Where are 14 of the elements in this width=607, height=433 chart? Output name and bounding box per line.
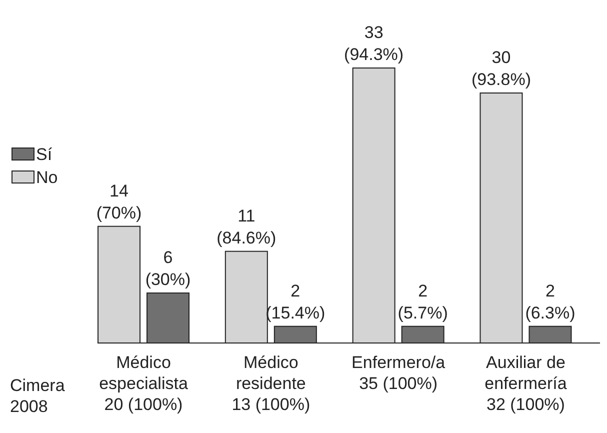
data-label: 2 (5.7%): [398, 281, 448, 322]
x-tick-label: Auxiliar de enfermería 32 (100%): [484, 353, 568, 414]
data-label: 2 (6.3%): [525, 281, 576, 322]
data-label: 11 (84.6%): [216, 206, 276, 248]
data-label: 14 (70%): [96, 181, 142, 222]
data-label: 33 (94.3%): [344, 23, 404, 64]
x-tick-label: Médico especialista 20 (100%): [99, 353, 188, 414]
data-label: 6 (30%): [145, 248, 191, 289]
x-tick-label: Médico residente 13 (100%): [232, 353, 310, 414]
x-tick-label: Enfermero/a 35 (100%): [352, 353, 446, 393]
legend-label: No: [36, 168, 58, 187]
legend-label: Sí: [36, 145, 52, 164]
data-label: 30 (93.8%): [471, 48, 531, 89]
text: Cimera 2008: [10, 376, 66, 416]
